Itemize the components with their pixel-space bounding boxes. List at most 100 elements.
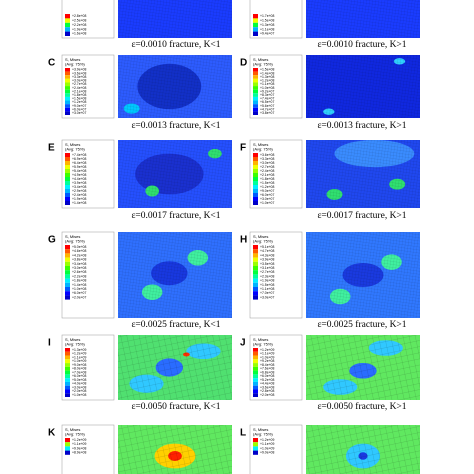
legend-swatch [65, 442, 70, 447]
legend-value: +4.3e+08 [260, 253, 274, 257]
legend-swatch [253, 359, 258, 364]
legend-swatch [65, 261, 70, 266]
legend-swatch [65, 282, 70, 287]
panel-caption: ε=0.0013 fracture, K>1 [317, 120, 406, 131]
legend-swatch [65, 157, 70, 161]
mesh [306, 55, 420, 118]
mesh [306, 335, 420, 400]
mesh [118, 232, 232, 318]
legend-swatch [65, 71, 70, 76]
legend-swatch [253, 245, 258, 250]
legend-swatch [253, 157, 258, 161]
legend-value: +3.6e+08 [72, 71, 86, 75]
legend-swatch [65, 389, 70, 394]
legend-swatch [65, 249, 70, 254]
legend-value: +9.2e+08 [260, 359, 274, 363]
legend-swatch [65, 169, 70, 173]
legend-value: +7.0e+08 [72, 370, 86, 374]
legend-swatch [253, 291, 258, 296]
legend-swatch [253, 385, 258, 390]
panel-letter: C [48, 58, 55, 69]
legend-swatch [253, 257, 258, 262]
legend-subtitle: (Avg: 75%) [253, 432, 273, 437]
legend-swatch [65, 89, 70, 94]
legend-subtitle: (Avg: 75%) [253, 147, 273, 152]
legend-swatch [65, 446, 70, 451]
legend-value: +1.0e+08 [72, 287, 86, 291]
legend-value: +2.4e+08 [72, 193, 86, 197]
legend-swatch [65, 100, 70, 105]
contour-plot [306, 335, 420, 400]
legend-swatch [253, 31, 258, 36]
legend-swatch [253, 189, 258, 193]
legend-swatch [65, 111, 70, 115]
legend-title: S, Mises [253, 427, 268, 432]
legend-swatch [253, 348, 258, 352]
panel-letter: I [48, 338, 51, 349]
legend-title: S, Mises [65, 142, 80, 147]
legend-swatch [253, 193, 258, 197]
legend-value: +3.5e+08 [260, 262, 274, 266]
legend-swatch [253, 378, 258, 382]
legend-value: +8.9e+08 [72, 451, 86, 455]
legend-value: +9.9e+08 [72, 446, 86, 450]
legend-value: +5.0e+08 [72, 378, 86, 382]
legend-swatch [65, 185, 70, 189]
legend-value: +6.0e+08 [72, 374, 86, 378]
legend-value: +1.0e+09 [260, 446, 274, 450]
mesh [118, 55, 232, 118]
legend-swatch [65, 31, 70, 36]
legend-value: +1.3e+09 [72, 348, 86, 352]
contour-plot [306, 425, 420, 474]
legend-swatch [65, 370, 70, 375]
legend-swatch [253, 363, 258, 367]
legend-title: S, Mises [253, 57, 268, 62]
legend: S, Mises(Avg: 75%)+5.0e+08+4.6e+08+4.2e+… [65, 234, 86, 300]
legend-box [61, 54, 115, 119]
legend-swatch [253, 295, 258, 300]
legend-value: +9.2e+07 [260, 89, 274, 93]
legend-value: +4.9e+08 [72, 173, 86, 177]
legend-value: +3.9e+08 [72, 68, 86, 72]
legend-swatch [65, 348, 70, 352]
legend-value: +3.0e+08 [260, 161, 274, 165]
panel-letter: K [48, 428, 56, 439]
legend-swatch [65, 93, 70, 97]
legend-swatch [65, 291, 70, 296]
contour-plot [118, 55, 232, 118]
legend-swatch [65, 385, 70, 390]
legend-value: +2.4e+08 [72, 86, 86, 90]
legend-swatch [253, 82, 258, 87]
legend-value: +6.0e+07 [260, 193, 274, 197]
legend-swatch [65, 27, 70, 32]
legend-swatch [65, 177, 70, 181]
legend-value: +9.4e+07 [260, 32, 274, 36]
legend-value: +1.2e+09 [72, 352, 86, 356]
panel-caption: ε=0.0010 fracture, K>1 [317, 39, 406, 50]
legend-value: +1.7e+08 [260, 14, 274, 18]
legend-value: +2.3e+08 [260, 274, 274, 278]
legend-value: +8.3e+07 [260, 93, 274, 97]
legend-swatch [253, 104, 258, 108]
legend-swatch [65, 287, 70, 292]
legend-swatch [253, 86, 258, 90]
legend-value: +7.4e+08 [72, 153, 86, 157]
legend-value: +4.2e+08 [72, 253, 86, 257]
legend: S, Mises(Avg: 75%)+7.4e+08+6.9e+08+6.4e+… [65, 142, 86, 205]
legend-swatch [253, 282, 258, 287]
legend-swatch [253, 18, 258, 23]
legend-swatch [253, 374, 258, 379]
legend-value: +2.0e+08 [260, 393, 274, 397]
legend-swatch [253, 381, 258, 386]
legend-swatch [253, 22, 258, 28]
legend-swatch [253, 442, 258, 447]
legend-value: +5.9e+08 [72, 165, 86, 169]
legend-value: +6.8e+08 [260, 370, 274, 374]
legend-value: +9.0e+07 [260, 189, 274, 193]
mesh [118, 425, 232, 474]
legend-value: +3.1e+08 [260, 266, 274, 270]
legend-swatch [65, 18, 70, 23]
legend-value: +1.1e+08 [260, 287, 274, 291]
legend: S, Mises(Avg: 75%)+1.3e+09+1.2e+09+1.1e+… [65, 337, 86, 397]
legend-value: +1.9e+08 [72, 197, 86, 201]
